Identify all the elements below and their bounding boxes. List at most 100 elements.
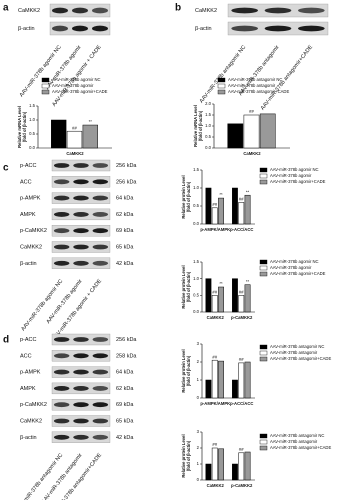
blot-size: 256 kDa: [116, 163, 137, 169]
significance-mark: ##: [212, 442, 217, 447]
blot-band: [73, 260, 89, 266]
x-tick-label: CaMKK2: [207, 315, 225, 320]
legend-label: AAV-miR-378b agomir+CADE: [52, 89, 108, 94]
bar: [232, 463, 238, 481]
blot-label: β-actin: [20, 435, 37, 441]
bar: [238, 295, 245, 313]
significance-mark: ##: [239, 197, 244, 202]
blot-band: [92, 353, 109, 359]
x-tick-label: CaMKK2: [243, 151, 261, 156]
blot-band: [298, 25, 325, 32]
y-tick-label: 3: [197, 429, 200, 434]
bar: [205, 187, 212, 225]
significance-mark: ##: [239, 447, 244, 452]
blot-size: 256 kDa: [116, 179, 137, 185]
legend-label: AAV-miR-378b agomir: [270, 173, 312, 178]
blot-band: [92, 369, 109, 375]
y-tick-label: 1: [197, 461, 200, 466]
blot-band: [53, 402, 70, 408]
blot-band: [73, 163, 89, 168]
x-tick-label: p-AMPK/AMPK: [200, 401, 230, 406]
significance-mark: **: [219, 281, 223, 286]
y-axis-label: Relative mRNA Level: [17, 106, 22, 148]
blot-band: [92, 228, 109, 234]
x-tick-label: p-ACC/ACC: [230, 227, 253, 232]
blot-label: β-actin: [195, 26, 212, 32]
blot-band: [53, 353, 70, 359]
blot-band: [53, 163, 70, 168]
legend-swatch: [41, 77, 50, 83]
bar: [244, 361, 251, 399]
blot-band: [92, 402, 109, 408]
blot-band: [73, 195, 89, 201]
blot-size: 256 kDa: [116, 337, 137, 343]
legend-label: AAV-miR-378b antagomir: [270, 439, 318, 444]
bar: [82, 124, 98, 149]
y-tick-label: 0.0: [193, 221, 199, 226]
y-tick-label: 1: [197, 377, 200, 382]
bar: [243, 114, 260, 149]
blot-band: [92, 179, 109, 185]
significance-mark: ##: [239, 289, 244, 294]
legend-swatch: [259, 179, 268, 185]
legend-swatch: [259, 433, 268, 439]
legend-swatch: [217, 83, 226, 89]
legend-label: AAV-miR-378b agomir+CADE: [270, 179, 326, 184]
legend-label: AAV-miR-378b antagomir+CADE: [228, 89, 289, 94]
legend-swatch: [259, 167, 268, 173]
legend-swatch: [259, 350, 268, 356]
blot-size: 69 kDa: [116, 228, 134, 234]
blot-band: [53, 244, 70, 250]
y-tick-label: 1.0: [193, 185, 199, 190]
y-tick-label: 0.5: [193, 292, 199, 297]
blot-band: [72, 7, 88, 14]
y-tick-label: 1.5: [205, 112, 211, 117]
blot-size: 62 kDa: [116, 212, 134, 218]
legend-swatch: [41, 89, 50, 95]
bar: [232, 187, 238, 225]
blot-band: [73, 418, 89, 424]
blot-band: [92, 434, 109, 440]
blot-band: [73, 353, 89, 359]
blot-band: [264, 25, 292, 32]
blot-size: 64 kDa: [116, 196, 134, 202]
x-tick-label: CaMKK2: [66, 151, 84, 156]
y-axis-label: (fold of β-actin): [186, 440, 191, 471]
blot-band: [53, 179, 70, 185]
blot-band: [52, 25, 68, 32]
blot-label: β-actin: [18, 26, 35, 32]
y-tick-label: 2: [197, 359, 200, 364]
blot-label: CaMKK2: [195, 8, 217, 14]
panel-letter: c: [3, 163, 9, 174]
bar: [218, 448, 224, 481]
legend-label: AAV-miR-378b antagomir NC: [270, 344, 324, 349]
bar: [227, 123, 244, 149]
bar: [232, 379, 238, 399]
blot-band: [53, 385, 70, 391]
legend-label: AAV-miR-378b agomir+CADE: [270, 271, 326, 276]
blot-band: [298, 7, 325, 14]
y-tick-label: 2.0: [205, 101, 211, 106]
y-axis-label: (fold of β-actin): [198, 110, 203, 141]
y-axis-label: Relative protein Level: [181, 349, 186, 392]
bar: [244, 194, 251, 225]
legend-swatch: [259, 356, 268, 362]
bar: [51, 119, 67, 149]
significance-mark: ##: [239, 357, 244, 362]
blot-label: p-AMPK: [20, 196, 41, 202]
legend-swatch: [259, 445, 268, 451]
blot-label: ACC: [20, 353, 32, 359]
y-axis-label: (fold of β-actin): [186, 181, 191, 212]
significance-mark: ##: [212, 354, 217, 359]
blot-band: [264, 7, 292, 14]
blot-band: [231, 7, 258, 14]
y-axis-label: Relative mRNA Level: [193, 105, 198, 147]
legend-swatch: [259, 259, 268, 265]
blot-band: [73, 369, 89, 375]
blot-band: [92, 418, 109, 424]
significance-mark: ##: [72, 125, 77, 130]
significance-mark: **: [246, 189, 250, 194]
blot-band: [53, 211, 70, 217]
blot-label: CaMKK2: [18, 8, 40, 14]
blot-size: 65 kDa: [116, 418, 134, 424]
